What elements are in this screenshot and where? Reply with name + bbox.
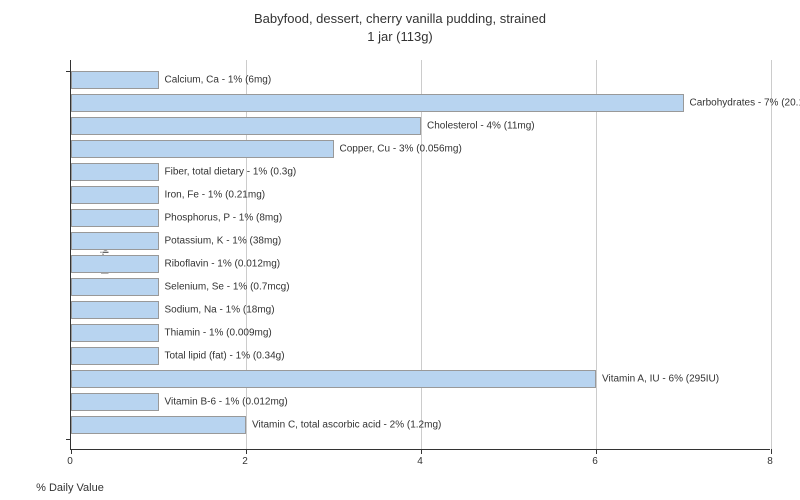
x-tick bbox=[246, 449, 247, 454]
x-tick bbox=[421, 449, 422, 454]
bar-label: Vitamin B-6 - 1% (0.012mg) bbox=[165, 397, 288, 408]
bar-label: Cholesterol - 4% (11mg) bbox=[427, 121, 535, 132]
bar bbox=[71, 278, 159, 296]
bar bbox=[71, 117, 421, 135]
x-tick-label: 2 bbox=[242, 456, 248, 467]
bar-row: Vitamin A, IU - 6% (295IU) bbox=[71, 370, 770, 388]
bar-label: Sodium, Na - 1% (18mg) bbox=[165, 305, 275, 316]
bar-row: Sodium, Na - 1% (18mg) bbox=[71, 301, 770, 319]
bar-row: Potassium, K - 1% (38mg) bbox=[71, 232, 770, 250]
bar-label: Selenium, Se - 1% (0.7mcg) bbox=[165, 282, 290, 293]
bar-row: Carbohydrates - 7% (20.11g) bbox=[71, 94, 770, 112]
bar-label: Total lipid (fat) - 1% (0.34g) bbox=[165, 351, 285, 362]
plot-area: Nutrient Calcium, Ca - 1% (6mg)Carbohydr… bbox=[70, 60, 770, 450]
bar bbox=[71, 163, 159, 181]
bar-label: Copper, Cu - 3% (0.056mg) bbox=[340, 144, 462, 155]
bar bbox=[71, 94, 684, 112]
bar-label: Thiamin - 1% (0.009mg) bbox=[165, 328, 272, 339]
bar-row: Vitamin C, total ascorbic acid - 2% (1.2… bbox=[71, 416, 770, 434]
bars-group: Calcium, Ca - 1% (6mg) Carbohydrates - 7%… bbox=[71, 60, 770, 449]
bar-row: Total lipid (fat) - 1% (0.34g) bbox=[71, 347, 770, 365]
bar-row: Calcium, Ca - 1% (6mg) bbox=[71, 71, 770, 89]
bar bbox=[71, 140, 334, 158]
gridline bbox=[771, 60, 772, 449]
bar-row: Selenium, Se - 1% (0.7mcg) bbox=[71, 278, 770, 296]
x-tick bbox=[71, 449, 72, 454]
bar bbox=[71, 324, 159, 342]
bar-label: Riboflavin - 1% (0.012mg) bbox=[165, 259, 281, 270]
bar-label: Vitamin A, IU - 6% (295IU) bbox=[602, 374, 719, 385]
bar bbox=[71, 301, 159, 319]
bar bbox=[71, 370, 596, 388]
bar-row: Iron, Fe - 1% (0.21mg) bbox=[71, 186, 770, 204]
bar bbox=[71, 393, 159, 411]
bar bbox=[71, 232, 159, 250]
bar bbox=[71, 255, 159, 273]
x-tick bbox=[771, 449, 772, 454]
bar-row: Thiamin - 1% (0.009mg) bbox=[71, 324, 770, 342]
bar-label: Potassium, K - 1% (38mg) bbox=[165, 236, 282, 247]
bar-row: Vitamin B-6 - 1% (0.012mg) bbox=[71, 393, 770, 411]
bar-label: Vitamin C, total ascorbic acid - 2% (1.2… bbox=[252, 420, 441, 431]
bar-row: Copper, Cu - 3% (0.056mg) bbox=[71, 140, 770, 158]
y-tick bbox=[66, 71, 71, 72]
x-tick bbox=[596, 449, 597, 454]
x-tick-label: 8 bbox=[767, 456, 773, 467]
bar bbox=[71, 416, 246, 434]
bar-label: Iron, Fe - 1% (0.21mg) bbox=[165, 190, 266, 201]
bar-label: Calcium, Ca - 1% (6mg) bbox=[165, 75, 272, 86]
x-axis-label: % Daily Value bbox=[0, 482, 420, 494]
bar-row: Fiber, total dietary - 1% (0.3g) bbox=[71, 163, 770, 181]
bar-row: Phosphorus, P - 1% (8mg) bbox=[71, 209, 770, 227]
chart-container: Babyfood, dessert, cherry vanilla puddin… bbox=[0, 0, 800, 500]
y-tick bbox=[66, 439, 71, 440]
bar bbox=[71, 347, 159, 365]
bar bbox=[71, 209, 159, 227]
x-tick-label: 6 bbox=[592, 456, 598, 467]
x-tick-label: 4 bbox=[417, 456, 423, 467]
title-line-2: 1 jar (113g) bbox=[0, 28, 800, 46]
title-line-1: Babyfood, dessert, cherry vanilla puddin… bbox=[0, 10, 800, 28]
bar-label: Phosphorus, P - 1% (8mg) bbox=[165, 213, 283, 224]
chart-title: Babyfood, dessert, cherry vanilla puddin… bbox=[0, 0, 800, 46]
bar-row: Riboflavin - 1% (0.012mg) bbox=[71, 255, 770, 273]
bar bbox=[71, 71, 159, 89]
bar bbox=[71, 186, 159, 204]
bar-row: Cholesterol - 4% (11mg) bbox=[71, 117, 770, 135]
bar-label: Fiber, total dietary - 1% (0.3g) bbox=[165, 167, 297, 178]
bar-label: Carbohydrates - 7% (20.11g) bbox=[690, 98, 800, 109]
x-tick-label: 0 bbox=[67, 456, 73, 467]
